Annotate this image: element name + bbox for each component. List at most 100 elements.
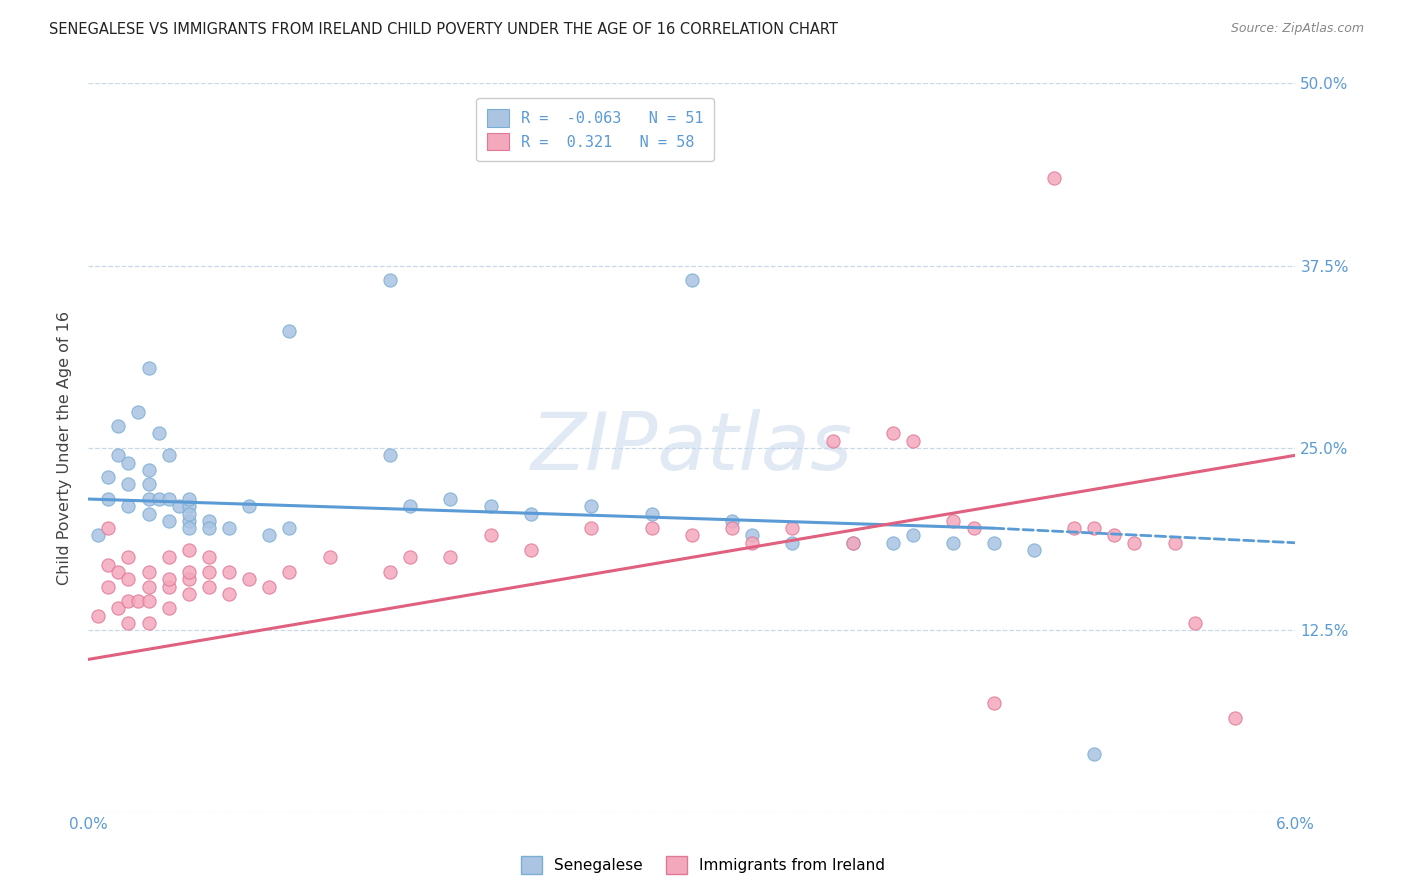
Point: [167, 500, 190, 514]
Text: ZIPatlas: ZIPatlas: [530, 409, 853, 487]
Point: [1164, 535, 1187, 549]
Point: [198, 521, 221, 535]
Point: [681, 273, 703, 287]
Point: [1022, 543, 1045, 558]
Point: [87, 528, 110, 542]
Point: [138, 615, 160, 630]
Point: [983, 696, 1005, 710]
Point: [741, 535, 763, 549]
Point: [741, 528, 763, 542]
Point: [479, 528, 502, 542]
Point: [177, 507, 200, 521]
Point: [107, 565, 129, 579]
Point: [157, 580, 180, 594]
Point: [378, 273, 401, 287]
Point: [138, 580, 160, 594]
Point: [1063, 521, 1085, 535]
Point: [97, 491, 120, 506]
Point: [1043, 171, 1066, 186]
Text: Source: ZipAtlas.com: Source: ZipAtlas.com: [1230, 22, 1364, 36]
Point: [117, 456, 139, 470]
Point: [138, 491, 160, 506]
Point: [721, 514, 744, 528]
Point: [177, 521, 200, 535]
Point: [782, 521, 804, 535]
Point: [148, 426, 170, 441]
Point: [218, 587, 240, 601]
Point: [218, 565, 240, 579]
Point: [177, 572, 200, 586]
Point: [579, 521, 602, 535]
Point: [198, 565, 221, 579]
Point: [821, 434, 844, 448]
Point: [117, 572, 139, 586]
Point: [177, 543, 200, 558]
Point: [138, 565, 160, 579]
Point: [942, 535, 965, 549]
Point: [218, 521, 240, 535]
Point: [157, 491, 180, 506]
Point: [681, 528, 703, 542]
Point: [983, 535, 1005, 549]
Point: [278, 324, 301, 338]
Point: [87, 608, 110, 623]
Point: [157, 601, 180, 615]
Point: [127, 594, 149, 608]
Point: [318, 550, 340, 565]
Point: [278, 565, 301, 579]
Text: SENEGALESE VS IMMIGRANTS FROM IRELAND CHILD POVERTY UNDER THE AGE OF 16 CORRELAT: SENEGALESE VS IMMIGRANTS FROM IRELAND CH…: [49, 22, 838, 37]
Point: [117, 477, 139, 491]
Point: [107, 601, 129, 615]
Point: [117, 500, 139, 514]
Point: [882, 426, 904, 441]
Point: [1104, 528, 1126, 542]
Y-axis label: Child Poverty Under the Age of 16: Child Poverty Under the Age of 16: [58, 311, 72, 585]
Point: [520, 543, 543, 558]
Point: [901, 434, 924, 448]
Point: [138, 360, 160, 375]
Point: [1123, 535, 1146, 549]
Point: [198, 580, 221, 594]
Point: [238, 572, 260, 586]
Point: [479, 500, 502, 514]
Point: [107, 448, 129, 462]
Point: [177, 491, 200, 506]
Point: [378, 565, 401, 579]
Point: [1083, 747, 1105, 762]
Point: [97, 470, 120, 484]
Point: [97, 521, 120, 535]
Point: [640, 507, 662, 521]
Legend: R =  -0.063   N = 51, R =  0.321   N = 58: R = -0.063 N = 51, R = 0.321 N = 58: [477, 98, 714, 161]
Point: [882, 535, 904, 549]
Point: [97, 580, 120, 594]
Point: [1184, 615, 1206, 630]
Point: [399, 550, 422, 565]
Point: [157, 572, 180, 586]
Point: [117, 615, 139, 630]
Point: [177, 514, 200, 528]
Point: [177, 565, 200, 579]
Point: [238, 500, 260, 514]
Point: [97, 558, 120, 572]
Point: [138, 477, 160, 491]
Point: [520, 507, 543, 521]
Point: [842, 535, 865, 549]
Point: [1223, 711, 1246, 725]
Point: [842, 535, 865, 549]
Point: [198, 514, 221, 528]
Point: [198, 550, 221, 565]
Point: [127, 404, 149, 418]
Point: [177, 500, 200, 514]
Point: [157, 550, 180, 565]
Point: [148, 491, 170, 506]
Point: [177, 587, 200, 601]
Point: [439, 550, 461, 565]
Point: [962, 521, 984, 535]
Point: [942, 514, 965, 528]
Point: [1083, 521, 1105, 535]
Point: [117, 550, 139, 565]
Point: [579, 500, 602, 514]
Point: [107, 419, 129, 434]
Point: [901, 528, 924, 542]
Point: [257, 528, 280, 542]
